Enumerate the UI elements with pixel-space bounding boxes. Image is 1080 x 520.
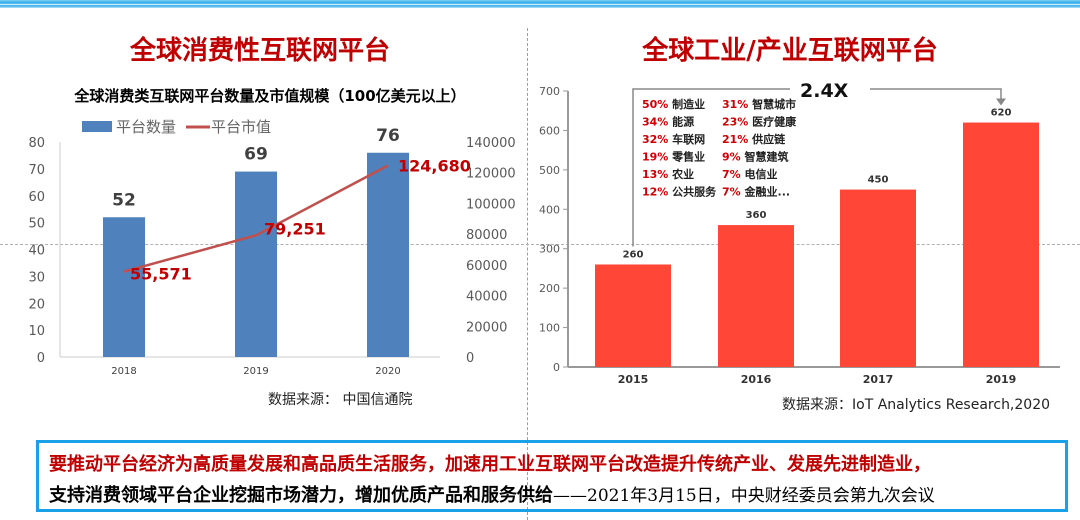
quote-box: 要推动平台经济为高质量发展和高品质生活服务，加速用工业互联网平台改造提升传统产业… [36,440,1068,512]
breakdown-item: 7% 金融业... [722,185,790,199]
chart-title: 全球消费类互联网平台数量及市值规模（100亿美元以上） [73,87,465,105]
line-value-label: 124,680 [398,157,471,176]
y2-tick-label: 40000 [466,290,507,305]
line-value-label: 79,251 [264,219,326,238]
breakdown-item: 23% 医疗健康 [722,115,797,129]
source-note: 数据来源： 中国信通院 [268,392,412,408]
breakdown-item: 13% 农业 [642,167,694,181]
x-tick-label: 2017 [863,373,894,386]
y2-tick-label: 0 [466,351,474,366]
legend-swatch-bar [82,121,112,132]
bar [718,225,794,367]
y-tick-label: 70 [28,163,45,178]
y-tick-label: 700 [539,85,560,98]
x-tick-label: 2016 [741,373,772,386]
bar-value-label: 450 [868,175,889,186]
y-tick-label: 500 [539,164,560,177]
breakdown-item: 31% 智慧城市 [722,97,796,111]
x-tick-label: 2019 [986,373,1017,386]
arrow-head [996,98,1006,106]
y2-tick-label: 80000 [466,228,507,243]
y-tick-label: 10 [28,324,45,339]
bar-value-label: 69 [244,145,268,165]
quote-line-2: 支持消费领域平台企业挖掘市场潜力，增加优质产品和服务供给 [49,485,553,506]
y-tick-label: 60 [28,190,45,205]
bar [963,122,1039,368]
bar [840,189,916,367]
y-tick-label: 20 [28,297,45,312]
bar [367,152,409,357]
y-tick-label: 300 [539,243,560,256]
bar [103,217,145,357]
y-tick-label: 30 [28,270,45,285]
y-tick-label: 0 [37,351,45,366]
x-tick-label: 2018 [111,366,136,377]
line-value-label: 55,571 [130,265,192,284]
y-tick-label: 200 [539,282,560,295]
bar [235,171,277,357]
breakdown-item: 19% 零售业 [642,150,705,164]
y-tick-label: 80 [28,136,45,151]
right-heading: 全球工业/产业互联网平台 [642,36,938,66]
x-tick-label: 2020 [375,366,400,377]
legend-label: 平台数量 [116,118,176,136]
breakdown-item: 34% 能源 [642,115,694,129]
bar-value-label: 360 [746,210,767,221]
y-tick-label: 600 [539,124,560,137]
quote-attribution: ——2021年3月15日，中央财经委员会第九次会议 [553,486,935,506]
legend-label: 平台市值 [211,118,271,136]
y2-tick-label: 100000 [466,197,516,212]
growth-bracket [632,88,790,247]
bar-value-label: 76 [376,126,400,146]
growth-bracket [870,88,1002,101]
bar-value-label: 620 [991,108,1012,119]
y-tick-label: 0 [553,361,560,374]
growth-annotation: 2.4X [800,80,849,102]
breakdown-item: 12% 公共服务 [642,185,717,199]
x-tick-label: 2015 [618,373,649,386]
y2-tick-label: 60000 [466,259,507,274]
y-tick-label: 400 [539,203,560,216]
breakdown-item: 7% 电信业 [722,167,778,181]
bar [595,264,671,367]
left-heading: 全球消费性互联网平台 [129,36,390,66]
breakdown-item: 32% 车联网 [642,132,705,146]
charts: 全球消费类互联网平台数量及市值规模（100亿美元以上） 平台数量 平台市值 0 10 20… [28,80,1060,413]
y2-tick-label: 20000 [466,320,507,335]
breakdown-item: 21% 供应链 [722,132,786,146]
breakdown-item: 9% 智慧建筑 [722,150,789,164]
y2-tick-label: 120000 [466,167,516,182]
quote-line-1: 要推动平台经济为高质量发展和高品质生活服务，加速用工业互联网平台改造提升传统产业… [49,454,931,475]
breakdown-item: 50% 制造业 [642,97,705,111]
line-series [123,164,389,273]
y2-tick-label: 140000 [466,136,516,151]
top-border [0,0,1080,8]
y-tick-label: 50 [28,217,45,232]
source-note: 数据来源：IoT Analytics Research,2020 [782,397,1050,413]
bar-value-label: 260 [623,249,644,260]
guide-line-vertical [527,28,528,520]
guide-line-horizontal [0,244,1080,245]
bar-value-label: 52 [112,190,136,210]
x-tick-label: 2019 [243,366,268,377]
y-tick-label: 100 [539,322,560,335]
y-tick-label: 40 [28,244,45,259]
